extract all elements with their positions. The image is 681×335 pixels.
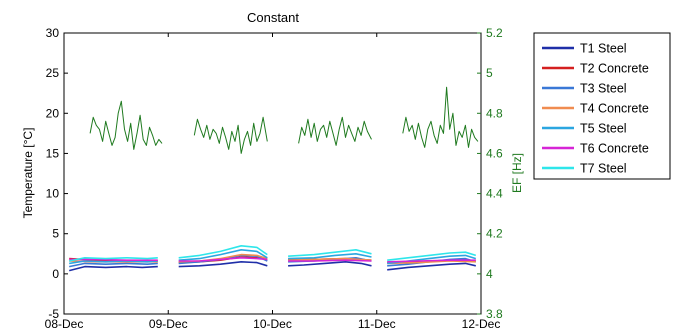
x-tick-label: 10-Dec (253, 317, 292, 331)
x-tick-label: 12-Dec (462, 317, 501, 331)
y-tick-label: 30 (46, 26, 60, 40)
y2-tick-label: 5 (486, 66, 493, 80)
legend-label: T5 Steel (580, 122, 627, 136)
series-line-t6-concrete-seg-0 (69, 258, 158, 262)
series-layer (69, 86, 479, 272)
y2-tick-label: 4.6 (486, 146, 503, 160)
legend-box (533, 32, 671, 180)
legend: T1 Steel T2 Concrete T3 Steel T4 Concrete T5… (533, 32, 671, 180)
series-line-t5-steel-seg-1 (178, 249, 268, 261)
y-tick-label: 0 (52, 267, 59, 281)
series-line-t1-steel-seg-0 (69, 265, 158, 272)
y-tick-label: 15 (46, 146, 60, 160)
x-tick-label: 09-Dec (149, 317, 188, 331)
y2-tick-label: 3.8 (486, 307, 503, 321)
legend-label: T2 Concrete (580, 62, 649, 76)
y2-tick-label: 4.8 (486, 106, 503, 120)
series-line-t4-concrete-seg-3 (387, 260, 476, 265)
series-line-ef-seg-1 (193, 116, 268, 154)
series-line-t7-steel-seg-1 (178, 245, 268, 259)
series-line-t5-steel-seg-2 (288, 253, 372, 260)
plot-area (63, 32, 482, 315)
y2-axis-label: EF [Hz] (510, 153, 524, 193)
series-line-t5-steel-seg-0 (69, 260, 158, 265)
legend-label: T4 Concrete (580, 102, 649, 116)
y2-tick-label: 5.2 (486, 26, 503, 40)
series-line-ef-seg-0 (89, 100, 163, 150)
series-line-t3-steel-seg-0 (69, 262, 158, 268)
legend-label: T7 Steel (580, 162, 627, 176)
legend-label: T3 Steel (580, 82, 627, 96)
y-tick-label: -5 (48, 307, 59, 321)
series-line-t7-steel-seg-0 (69, 256, 158, 262)
series-line-t1-steel-seg-3 (387, 262, 476, 271)
legend-label: T1 Steel (580, 42, 627, 56)
series-line-t7-steel-seg-2 (288, 249, 372, 257)
y2-tick-label: 4.4 (486, 187, 503, 201)
series-line-t6-concrete-seg-3 (387, 259, 476, 263)
x-tick-label: 08-Dec (45, 317, 84, 331)
left-axis-ticks: -5 0 5 10 15 20 25 30 (46, 26, 68, 321)
y2-tick-label: 4 (486, 267, 493, 281)
legend-label: T6 Concrete (580, 142, 649, 156)
y-tick-label: 20 (46, 106, 60, 120)
right-axis-ticks: 3.8 4 4.2 4.4 4.6 4.8 5 5.2 (477, 26, 503, 321)
y2-tick-label: 4.2 (486, 227, 503, 241)
series-line-t4-concrete-seg-2 (288, 257, 372, 261)
series-line-t6-concrete-seg-1 (178, 256, 268, 262)
series-line-t6-concrete-seg-2 (288, 259, 372, 262)
series-line-t7-steel-seg-3 (387, 251, 477, 261)
series-line-ef-seg-3 (402, 86, 479, 148)
series-line-ef-seg-2 (298, 116, 372, 146)
x-axis-ticks: 08-Dec 09-Dec 10-Dec 11-Dec 12-Dec (45, 33, 501, 331)
series-line-t1-steel-seg-1 (178, 260, 268, 268)
y-tick-label: 10 (46, 187, 60, 201)
y-tick-label: 25 (46, 66, 60, 80)
x-tick-label: 11-Dec (358, 317, 396, 331)
y-tick-label: 5 (52, 227, 59, 241)
chart-title: Constant (247, 10, 299, 25)
series-line-t1-steel-seg-2 (288, 260, 372, 267)
y-axis-label: Temperature [°C] (21, 128, 35, 219)
